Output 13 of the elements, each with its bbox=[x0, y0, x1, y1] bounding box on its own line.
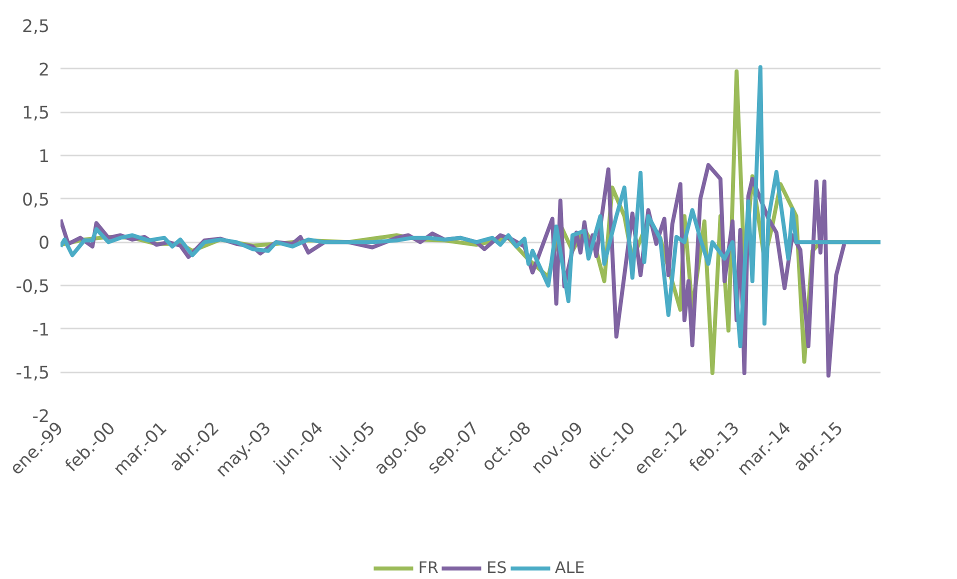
y-tick-label: -0,5 bbox=[16, 277, 50, 297]
y-tick-label: 2 bbox=[38, 60, 50, 80]
y-tick-label: 0,5 bbox=[22, 190, 50, 210]
y-tick-label: 1,5 bbox=[22, 104, 50, 124]
y-tick-label: -2 bbox=[32, 407, 50, 427]
legend-label: ALE bbox=[554, 558, 585, 578]
y-tick-label: -1 bbox=[32, 320, 50, 340]
y-tick-label: 2,5 bbox=[22, 17, 50, 37]
y-tick-label: -1,5 bbox=[16, 364, 50, 384]
y-tick-label: 1 bbox=[38, 147, 50, 167]
y-tick-label: 0 bbox=[38, 234, 50, 254]
legend-label: FR bbox=[418, 558, 439, 578]
legend-label: ES bbox=[486, 558, 507, 578]
